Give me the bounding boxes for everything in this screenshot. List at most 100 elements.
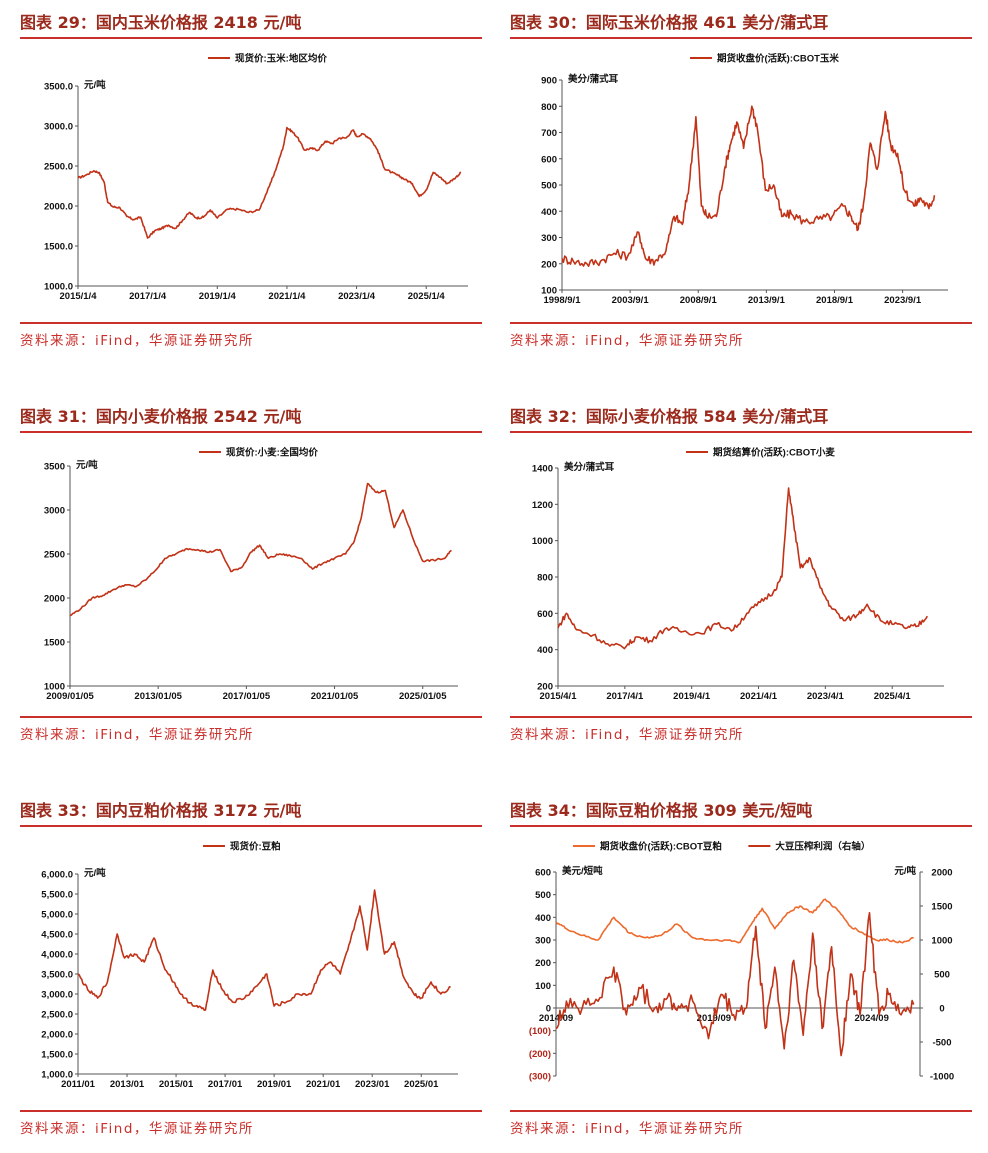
source-rule xyxy=(20,716,482,718)
chart-corn-international: 100 200 300 400 500 600 700 800 900 1998/9/1 2003/… xyxy=(541,53,948,306)
series-line xyxy=(557,487,928,650)
x-tick-label: 2018/9/1 xyxy=(816,295,854,306)
x-tick-label: 2024/09 xyxy=(855,1013,889,1024)
y-tick-label: 1000 xyxy=(44,682,65,693)
y-tick-label: 300 xyxy=(541,233,557,244)
y-tick-label: 1,000.0 xyxy=(41,1070,73,1081)
y-tick-label: 200 xyxy=(537,682,553,693)
x-tick-label: 2021/4/1 xyxy=(740,691,778,702)
panel-title: 图表 29：国内玉米价格报 2418 元/吨 xyxy=(20,13,302,32)
y-tick-label: 3000.0 xyxy=(44,122,73,133)
y-tick-label: 1,500.0 xyxy=(41,1050,73,1061)
x-tick-label: 2025/4/1 xyxy=(874,691,912,702)
x-tick-label: 2023/01 xyxy=(355,1079,390,1090)
unit-label-left: 美元/短吨 xyxy=(561,865,603,877)
x-tick-label: 2015/4/1 xyxy=(540,691,578,702)
y-tick-label: 5,500.0 xyxy=(41,890,73,901)
y-tick-label: 1000 xyxy=(532,536,553,547)
x-tick-label: 2021/01/05 xyxy=(311,691,359,702)
source-note: 资料来源：iFind，华源证券研究所 xyxy=(510,333,744,349)
y-tick-label: 4,500.0 xyxy=(41,930,73,941)
panel-title: 图表 31：国内小麦价格报 2542 元/吨 xyxy=(20,407,302,426)
series-line xyxy=(555,898,914,944)
source-rule xyxy=(20,1110,482,1112)
y-tick-label: 400 xyxy=(537,645,553,656)
title-rule xyxy=(510,431,972,433)
panel-title: 图表 30：国际玉米价格报 461 美分/蒲式耳 xyxy=(510,13,829,32)
source-note: 资料来源：iFind，华源证券研究所 xyxy=(510,1121,744,1137)
x-tick-label: 1998/9/1 xyxy=(544,295,582,306)
y-tick-label: 800 xyxy=(541,102,557,113)
unit-label-right: 元/吨 xyxy=(894,865,916,877)
source-rule xyxy=(510,322,972,324)
y-tick-label: 400 xyxy=(535,913,551,924)
y-tick-label: 100 xyxy=(541,286,557,297)
legend-label: 期货结算价(活跃):CBOT小麦 xyxy=(713,447,835,459)
chart-wheat-international: 200 400 600 800 1000 1200 1400 2015/4/1 2017/4/1… xyxy=(532,447,944,702)
x-tick-label: 2023/4/1 xyxy=(807,691,845,702)
panel-title: 图表 33：国内豆粕价格报 3172 元/吨 xyxy=(20,801,302,820)
y-tick-label: 2000 xyxy=(44,594,65,605)
unit-label: 元/吨 xyxy=(84,79,106,91)
y-tick-label: 3000 xyxy=(44,506,65,517)
panel-soymeal-international: 图表 34：国际豆粕价格报 309 美元/短吨 (300) (200) (100) 0… xyxy=(510,788,976,1153)
source-note: 资料来源：iFind，华源证券研究所 xyxy=(510,727,744,743)
y-tick-label: 500 xyxy=(535,890,551,901)
title-rule xyxy=(510,825,972,827)
legend-label: 期货收盘价(活跃):CBOT豆粕 xyxy=(600,841,722,853)
y-tick-label: (200) xyxy=(529,1049,551,1060)
y-tick-label: 900 xyxy=(541,76,557,87)
y-tick-label: 6,000.0 xyxy=(41,870,73,881)
panel-wheat-domestic: 图表 31：国内小麦价格报 2542 元/吨 1000 1500 2000 2500 3… xyxy=(20,394,486,759)
x-tick-label: 2017/4/1 xyxy=(606,691,644,702)
title-rule xyxy=(510,37,972,39)
series-line xyxy=(561,105,936,267)
x-tick-label: 2013/9/1 xyxy=(748,295,786,306)
source-rule xyxy=(510,1110,972,1112)
legend-label: 大豆压榨利润（右轴） xyxy=(775,841,870,853)
x-tick-label: 2023/9/1 xyxy=(884,295,922,306)
y-tick-label: 4,000.0 xyxy=(41,950,73,961)
unit-label: 元/吨 xyxy=(84,867,106,879)
y-tick-label-right: -1000 xyxy=(930,1072,954,1083)
legend-label: 现货价:豆粕 xyxy=(230,841,281,853)
series-line xyxy=(77,889,451,1011)
y-tick-label: 2500 xyxy=(44,550,65,561)
x-tick-label: 2015/1/4 xyxy=(60,291,98,302)
x-tick-label: 2014/09 xyxy=(539,1013,573,1024)
y-tick-label: 3500 xyxy=(44,462,65,473)
y-tick-label: 1400 xyxy=(532,464,553,475)
y-tick-label: 2500.0 xyxy=(44,162,73,173)
series-line xyxy=(69,482,452,617)
x-tick-label: 2003/9/1 xyxy=(612,295,650,306)
x-tick-label: 2017/01/05 xyxy=(223,691,271,702)
x-tick-label: 2015/01 xyxy=(159,1079,194,1090)
y-tick-label: 3,000.0 xyxy=(41,990,73,1001)
y-tick-label: 700 xyxy=(541,128,557,139)
legend-label: 期货收盘价(活跃):CBOT玉米 xyxy=(717,53,839,65)
y-tick-label: (100) xyxy=(529,1026,551,1037)
y-tick-label: 2,000.0 xyxy=(41,1030,73,1041)
chart-soymeal-international: (300) (200) (100) 0 100 200 300 400 500 600 2014/0… xyxy=(529,841,954,1083)
source-rule xyxy=(20,322,482,324)
y-tick-label: 1500 xyxy=(44,638,65,649)
x-tick-label: 2021/1/4 xyxy=(268,291,306,302)
y-tick-label-right: 500 xyxy=(934,970,950,981)
y-tick-label-right: 1000 xyxy=(931,936,952,947)
y-tick-label: 1200 xyxy=(532,500,553,511)
source-note: 资料来源：iFind，华源证券研究所 xyxy=(20,333,254,349)
x-tick-label: 2011/01 xyxy=(61,1079,96,1090)
panel-title: 图表 34：国际豆粕价格报 309 美元/短吨 xyxy=(510,801,813,820)
y-tick-label: 100 xyxy=(535,981,551,992)
y-tick-label-right: 0 xyxy=(939,1004,944,1015)
unit-label: 美分/蒲式耳 xyxy=(563,461,615,473)
y-tick-label: 200 xyxy=(535,958,551,969)
title-rule xyxy=(20,825,482,827)
unit-label: 美分/蒲式耳 xyxy=(567,73,619,85)
y-tick-label: 400 xyxy=(541,207,557,218)
chart-wheat-domestic: 1000 1500 2000 2500 3000 3500 2009/01/05 2013/0… xyxy=(44,447,458,702)
x-tick-label: 2017/01 xyxy=(208,1079,243,1090)
y-tick-label: 600 xyxy=(541,154,557,165)
x-tick-label: 2023/1/4 xyxy=(338,291,376,302)
y-tick-label: 1500.0 xyxy=(44,242,73,253)
